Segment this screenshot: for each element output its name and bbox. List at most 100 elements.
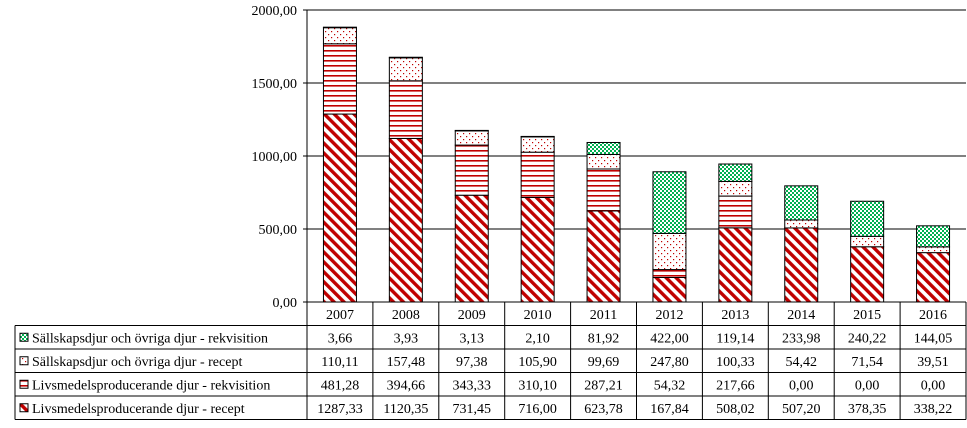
- y-tick-label: 1000,00: [252, 150, 298, 165]
- data-table-value: 378,35: [848, 402, 887, 417]
- data-table-value: 508,02: [716, 402, 755, 417]
- y-tick-label: 2000,00: [252, 4, 298, 19]
- bar-segment: [652, 171, 687, 234]
- data-table-value: 247,80: [650, 355, 689, 370]
- data-table-value: 71,54: [851, 355, 883, 370]
- data-table-value: 54,32: [654, 378, 686, 393]
- bar-segment: [718, 180, 753, 197]
- x-category-label: 2013: [721, 308, 749, 323]
- legend-label: Livsmedelsproducerande djur - recept: [32, 402, 245, 417]
- y-tick-label: 500,00: [259, 223, 298, 238]
- x-category-label: 2016: [919, 308, 947, 323]
- data-table-value: 39,51: [917, 355, 949, 370]
- data-table-value: 119,14: [716, 331, 754, 346]
- bar-segment: [850, 246, 885, 303]
- data-table-value: 217,66: [716, 378, 755, 393]
- x-category-label: 2014: [787, 308, 815, 323]
- bar-segment: [916, 252, 951, 303]
- bar-segment: [520, 136, 555, 153]
- bar-segment: [586, 141, 621, 155]
- data-table-value: 99,69: [588, 355, 620, 370]
- data-table-value: 110,11: [321, 355, 358, 370]
- data-table-value: 167,84: [650, 402, 689, 417]
- data-table-value: 507,20: [782, 402, 821, 417]
- data-table-value: 0,00: [789, 378, 814, 393]
- x-category-label: 2009: [458, 308, 486, 323]
- bar-segment: [718, 195, 753, 229]
- bar-segment: [916, 225, 951, 248]
- y-tick-label: 1500,00: [252, 77, 298, 92]
- legend-label: Sällskapsdjur och övriga djur - recept: [32, 355, 242, 370]
- bar-segment: [454, 144, 489, 196]
- data-table-value: 310,10: [518, 378, 557, 393]
- bar-segment: [454, 129, 489, 132]
- bar-segment: [520, 135, 555, 138]
- x-category-label: 2011: [590, 308, 617, 323]
- bar-segment: [454, 130, 489, 146]
- data-table-value: 1287,33: [317, 402, 363, 417]
- data-table-value: 240,22: [848, 331, 887, 346]
- y-axis-tick-labels: 0,00 500,00 1000,00 1500,00 2000,00: [252, 4, 307, 311]
- bar-segment: [388, 57, 423, 82]
- bar-segment: [322, 26, 357, 29]
- legend-label: Livsmedelsproducerande djur - rekvisitio…: [32, 378, 270, 393]
- bar-segment: [388, 80, 423, 139]
- x-category-label: 2010: [524, 308, 552, 323]
- bar-segment: [916, 246, 951, 254]
- data-table-value: 338,22: [914, 402, 953, 417]
- bar-segment: [520, 196, 555, 303]
- bar-segment: [718, 227, 753, 303]
- data-table-value: 0,00: [855, 378, 880, 393]
- bar-segment: [784, 185, 819, 221]
- data-table-value: 81,92: [588, 331, 620, 346]
- bar-segment: [322, 27, 357, 45]
- legend-key: [19, 356, 29, 366]
- bar-segment: [784, 227, 819, 303]
- data-table-value: 105,90: [518, 355, 557, 370]
- y-tick-label: 0,00: [273, 296, 298, 311]
- data-table-value: 422,00: [650, 331, 689, 346]
- data-table-value: 157,48: [387, 355, 426, 370]
- data-table-value: 731,45: [453, 402, 492, 417]
- data-table-value: 481,28: [321, 378, 360, 393]
- bar-segment: [586, 210, 621, 303]
- data-table-value: 54,42: [786, 355, 818, 370]
- bar-segment: [718, 163, 753, 182]
- data-table-value: 3,93: [394, 331, 419, 346]
- bar-segment: [388, 137, 423, 303]
- bar-segment: [322, 113, 357, 303]
- data-table-value: 3,66: [328, 331, 353, 346]
- data-table-value: 287,21: [584, 378, 623, 393]
- bar-segment: [586, 168, 621, 212]
- bar-segment: [388, 56, 423, 59]
- data-table-value: 716,00: [518, 402, 557, 417]
- bar-segment: [520, 151, 555, 198]
- bar-segment: [652, 232, 687, 271]
- data-table-value: 623,78: [584, 402, 623, 417]
- bar-segment: [586, 153, 621, 170]
- x-category-label: 2007: [326, 308, 354, 323]
- data-table-value: 343,33: [453, 378, 492, 393]
- bar-segment: [322, 43, 357, 115]
- bar-segment: [454, 194, 489, 303]
- data-table-value: 233,98: [782, 331, 821, 346]
- bar-segment: [850, 235, 885, 248]
- data-table-value: 3,13: [460, 331, 485, 346]
- legend-key: [19, 403, 29, 413]
- legend-key: [19, 332, 29, 342]
- data-table-value: 100,33: [716, 355, 755, 370]
- data-table-value: 0,00: [921, 378, 946, 393]
- data-table-value: 97,38: [456, 355, 488, 370]
- x-category-label: 2015: [853, 308, 881, 323]
- bar-segment: [850, 200, 885, 237]
- data-table-value: 394,66: [387, 378, 426, 393]
- x-category-label: 2008: [392, 308, 420, 323]
- data-table-value: 2,10: [525, 331, 550, 346]
- bar-segment: [784, 219, 819, 229]
- data-table-value: 144,05: [914, 331, 953, 346]
- data-table-value: 1120,35: [383, 402, 428, 417]
- legend-label: Sällskapsdjur och övriga djur - rekvisit…: [32, 331, 268, 346]
- x-category-label: 2012: [655, 308, 683, 323]
- legend-key: [19, 379, 29, 389]
